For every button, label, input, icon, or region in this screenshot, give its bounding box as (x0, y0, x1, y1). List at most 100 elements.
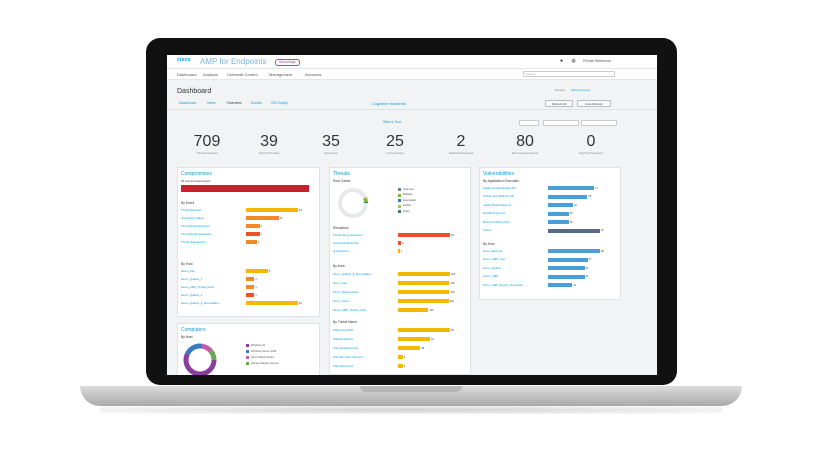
nav-accounts[interactable]: Accounts (305, 72, 322, 77)
row-label[interactable]: Quarantine Failure (181, 215, 205, 220)
stat-exploits-prevented[interactable]: 0 Exploits Prevented (579, 133, 603, 155)
start-tour-link[interactable]: Start a Tour (383, 120, 402, 124)
row-label[interactable]: Auto.HfsAdware.tpd (333, 345, 358, 350)
stat-executions[interactable]: 35 Executions (322, 133, 340, 155)
row-label[interactable]: W32.HfsAdware (333, 336, 354, 341)
row-bar[interactable] (246, 216, 279, 220)
row-bar[interactable] (548, 203, 574, 207)
row-bar[interactable] (398, 346, 421, 350)
date-to-input[interactable] (581, 120, 617, 126)
row-label[interactable]: Quarantined (333, 248, 349, 253)
row-label[interactable]: Others (483, 228, 492, 232)
stat-threats-detected[interactable]: 709 Threats Detected (193, 133, 221, 155)
cognitive-incidents-link[interactable]: Cognitive Incidents (372, 101, 406, 106)
user-menu[interactable]: Private Reference (583, 59, 612, 63)
row-bar[interactable] (398, 328, 450, 332)
row-bar[interactable] (398, 249, 400, 253)
row-label[interactable]: Microsoft Office 2013 (483, 219, 510, 224)
computers-title[interactable]: Computers (181, 327, 206, 333)
date-range-dropdown[interactable] (519, 120, 539, 126)
row-label[interactable]: W32.Variant.tpd (333, 363, 353, 368)
stat-malware-prevented[interactable]: 2 Malware Prevented (448, 133, 474, 155)
group-filter-dropdown[interactable]: Select Groups (571, 88, 591, 92)
row-bar[interactable] (246, 240, 257, 244)
row-label[interactable]: Demo_Zoom (333, 298, 350, 303)
row-label[interactable]: Oracle Java Platform SE (483, 194, 514, 198)
vulnerabilities-title[interactable]: Vulnerabilities (483, 171, 514, 177)
tab-inbox[interactable]: Inbox (207, 101, 216, 105)
row-label[interactable]: Adobe Flash Player 11 (483, 202, 512, 207)
row-bar[interactable] (398, 272, 450, 276)
row-label[interactable]: Threat Detected (181, 207, 202, 212)
bell-icon[interactable]: ● (559, 58, 564, 64)
user-icon[interactable]: ◍ (571, 58, 576, 64)
row-label[interactable]: W32.Zbot.Kho.1301.tpd (333, 354, 363, 359)
row-bar[interactable] (548, 186, 595, 190)
row-label[interactable]: Cloud Recall Quarantine (181, 231, 212, 236)
row-label[interactable]: Mozilla Firefox 41 (483, 211, 505, 215)
row-bar[interactable] (246, 293, 255, 297)
tab-dashboard[interactable]: Dashboard (179, 101, 197, 105)
row-bar[interactable] (246, 277, 255, 281)
row-label[interactable]: Demo_Qakbot_3_Remediation (181, 300, 220, 305)
row-label[interactable]: Demo_Zap (333, 280, 347, 285)
row-bar[interactable] (548, 249, 600, 253)
row-label[interactable]: Threat Quarantined (181, 239, 206, 244)
row-bar[interactable] (548, 283, 573, 287)
row-bar[interactable] (548, 274, 585, 279)
row-bar[interactable] (398, 299, 449, 303)
row-bar[interactable] (246, 285, 255, 289)
auto-refresh-button[interactable]: Auto-Refresh (577, 100, 611, 107)
root-cause-donut[interactable] (336, 186, 370, 220)
nav-management[interactable]: Management (269, 72, 293, 77)
row-bar[interactable] (398, 308, 429, 312)
row-bar[interactable] (398, 337, 430, 341)
row-label[interactable]: Demo_AMP_Exploit_Prevention (483, 282, 523, 287)
row-bar[interactable] (398, 290, 450, 294)
date-from-input[interactable] (543, 120, 579, 126)
row-bar[interactable] (246, 269, 268, 273)
tab-events[interactable]: Events (251, 101, 262, 105)
row-bar[interactable] (246, 232, 260, 236)
row-bar[interactable] (246, 301, 298, 305)
row-label[interactable]: Demo_Qakbot_1 (181, 276, 203, 281)
row-label[interactable]: Demo_Qakbot_3_Remediation (333, 271, 372, 276)
row-label[interactable]: Threat Not Quarantined (333, 232, 363, 237)
compromise-total-bar[interactable] (181, 185, 309, 192)
nav-analysis[interactable]: Analysis (203, 72, 218, 77)
threats-title[interactable]: Threats (333, 171, 350, 177)
row-bar[interactable] (398, 241, 401, 245)
stat-compromises[interactable]: 25 Compromises (386, 133, 404, 155)
row-label[interactable]: Demo_Zap (181, 268, 195, 273)
row-bar[interactable] (548, 211, 569, 216)
refresh-all-button[interactable]: Refresh All (545, 100, 573, 107)
row-label[interactable]: W32.GenericKD (333, 327, 354, 332)
row-bar[interactable] (246, 208, 298, 212)
tab-ios-clarity[interactable]: iOS Clarity (271, 101, 288, 105)
row-label[interactable]: Successful Detection (333, 240, 360, 245)
tab-overview[interactable]: Overview (227, 101, 242, 105)
stat-network-threats[interactable]: 39 Network Threats (258, 133, 280, 155)
row-bar[interactable] (548, 194, 588, 199)
row-bar[interactable] (548, 257, 588, 262)
row-label[interactable]: Cloud Recall Detection (181, 223, 210, 228)
stat-retrospective-events[interactable]: 80 Retrospective Events (511, 133, 539, 155)
row-bar[interactable] (398, 281, 450, 285)
compromises-title[interactable]: Compromises (181, 171, 212, 177)
row-bar[interactable] (548, 220, 569, 224)
row-bar[interactable] (548, 228, 600, 233)
row-label[interactable]: Demo_Ransomware (333, 289, 359, 294)
row-bar[interactable] (398, 364, 403, 368)
row-label[interactable]: Demo_Qakbot_3 (181, 292, 203, 297)
nav-outbreak-control[interactable]: Outbreak Control (227, 72, 258, 77)
row-label[interactable]: Adobe Acrobat Reader DC (483, 185, 517, 190)
row-bar[interactable] (548, 266, 585, 270)
row-label[interactable]: Demo_AMP (483, 274, 499, 278)
row-label[interactable]: Demo_Qakbot (483, 265, 502, 270)
row-label[interactable]: Demo_AMP_Intel (483, 257, 505, 261)
row-bar[interactable] (246, 224, 260, 228)
row-bar[interactable] (398, 355, 403, 359)
nav-dashboard[interactable]: Dashboard (177, 72, 197, 77)
computers-donut[interactable] (182, 342, 218, 375)
row-bar[interactable] (398, 233, 450, 237)
